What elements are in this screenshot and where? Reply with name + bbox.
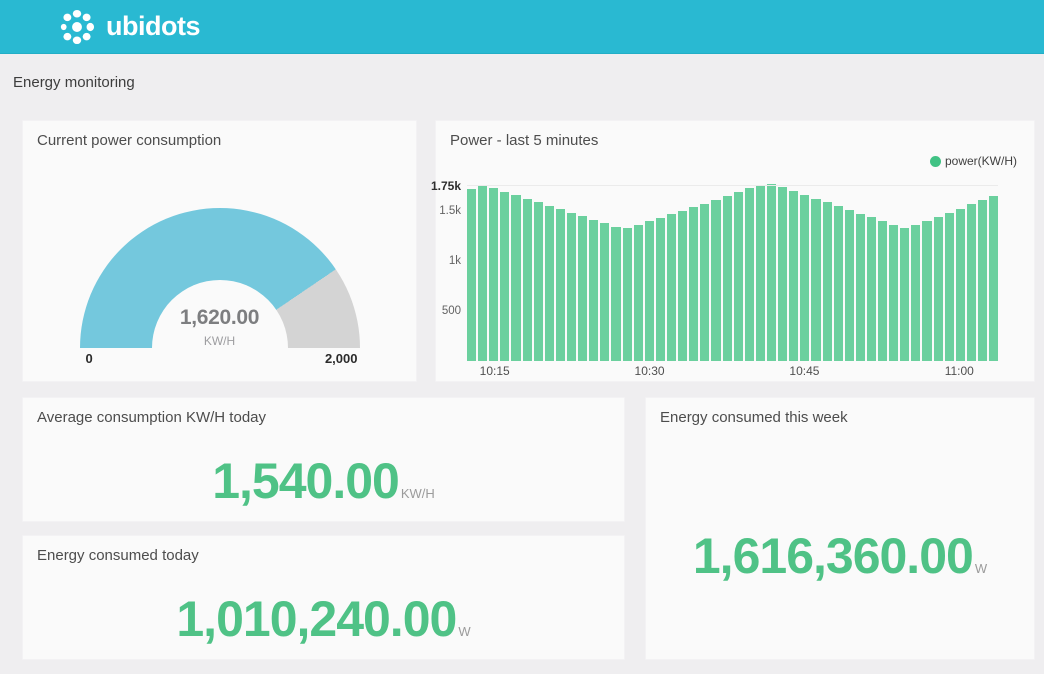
metric-unit: KW/H — [400, 485, 435, 501]
ubidots-logo[interactable]: ubidots — [55, 5, 200, 49]
bar[interactable] — [622, 227, 632, 361]
bar[interactable] — [766, 184, 777, 361]
metric-unit: W — [458, 623, 471, 639]
bar[interactable] — [878, 221, 888, 361]
metric-card-energy-today: Energy consumed today 1,010,240.00 W — [22, 535, 625, 660]
gauge-widget-title: Current power consumption — [37, 132, 222, 149]
bar[interactable] — [822, 202, 832, 361]
bar[interactable] — [533, 202, 543, 361]
bar[interactable] — [578, 216, 588, 361]
metric-unit: W — [974, 560, 988, 576]
page-title: Energy monitoring — [13, 74, 135, 91]
metric-title: Energy consumed this week — [660, 409, 848, 426]
y-tick-label: 1.75k — [430, 179, 461, 193]
bar[interactable] — [644, 221, 654, 361]
bar[interactable] — [500, 191, 510, 361]
bar[interactable] — [978, 200, 988, 361]
bar[interactable] — [522, 198, 532, 361]
gauge-unit: KW/H — [203, 334, 236, 348]
bar[interactable] — [722, 196, 732, 361]
bar[interactable] — [633, 224, 643, 361]
bar[interactable] — [989, 196, 999, 361]
x-axis-labels: 10:15 10:30 10:45 11:00 — [467, 364, 998, 382]
gauge: 1,620.00 KW/H — [79, 208, 360, 348]
metric-value: 1,540.00 — [212, 452, 400, 509]
x-tick-label: 10:45 — [789, 364, 820, 378]
bar[interactable] — [944, 213, 954, 361]
x-tick-label: 10:15 — [479, 364, 510, 378]
metric-value: 1,616,360.00 — [692, 527, 974, 584]
metric-card-energy-week: Energy consumed this week 1,616,360.00 W — [645, 397, 1035, 660]
bar[interactable] — [589, 219, 599, 361]
bar[interactable] — [711, 200, 721, 361]
bar[interactable] — [844, 209, 854, 361]
y-tick-label: 1k — [448, 255, 461, 267]
bar[interactable] — [955, 208, 965, 361]
bar[interactable] — [489, 188, 499, 361]
metric-title: Energy consumed today — [37, 547, 199, 564]
bar[interactable] — [655, 217, 665, 361]
chart-legend[interactable]: power(KW/H) — [929, 154, 1017, 168]
bar[interactable] — [778, 187, 788, 361]
bar[interactable] — [611, 226, 621, 361]
bar-chart-title: Power - last 5 minutes — [450, 132, 599, 149]
bar[interactable] — [755, 184, 765, 361]
bar[interactable] — [511, 195, 521, 361]
gauge-widget-card: Current power consumption 1,620.00 KW/H … — [22, 120, 417, 382]
brand-text: ubidots — [106, 11, 200, 41]
bar[interactable] — [700, 203, 710, 361]
bar[interactable] — [678, 210, 688, 361]
gauge-min-label: 0 — [85, 351, 93, 366]
bar[interactable] — [467, 189, 477, 361]
bar[interactable] — [689, 207, 699, 361]
bar[interactable] — [600, 223, 610, 361]
gauge-max-label: 2,000 — [324, 351, 358, 366]
app-header: ubidots — [0, 0, 1044, 54]
y-tick-label: 500 — [441, 305, 461, 317]
gauge-value: 1,620.00 — [179, 306, 260, 329]
y-tick-label: 1.5k — [439, 205, 461, 217]
bar[interactable] — [889, 224, 899, 361]
bar-chart-widget-card: Power - last 5 minutes power(KW/H) 1.75k… — [431, 120, 1035, 382]
metric-value: 1,010,240.00 — [176, 590, 457, 647]
x-tick-label: 11:00 — [944, 364, 974, 378]
legend-series-label: power(KW/H) — [944, 154, 1017, 168]
bar[interactable] — [744, 188, 754, 361]
legend-series-dot-icon — [929, 155, 941, 167]
bar[interactable] — [855, 213, 865, 361]
gridline-1750 — [467, 185, 998, 186]
bar[interactable] — [811, 198, 821, 361]
bar[interactable] — [478, 184, 488, 361]
dashboard-grid: Current power consumption 1,620.00 KW/H … — [22, 120, 1035, 660]
metric-card-average-consumption: Average consumption KW/H today 1,540.00 … — [22, 397, 625, 522]
bar[interactable] — [733, 192, 743, 361]
bar[interactable] — [566, 212, 577, 361]
bar[interactable] — [911, 224, 921, 361]
bar[interactable] — [789, 191, 799, 361]
x-tick-label: 10:30 — [634, 364, 665, 378]
bar[interactable] — [666, 214, 677, 361]
bar[interactable] — [900, 227, 910, 361]
bar[interactable] — [544, 205, 554, 361]
bar[interactable] — [833, 206, 843, 361]
bar[interactable] — [800, 194, 810, 361]
ubidots-dots-icon — [55, 5, 99, 49]
metric-title: Average consumption KW/H today — [37, 409, 267, 426]
bar[interactable] — [933, 217, 943, 361]
bar[interactable] — [555, 209, 565, 361]
bar[interactable] — [922, 221, 932, 361]
bar-chart-plot-area: 1.75k 1.5k 1k 500 — [431, 179, 999, 361]
bar-series — [467, 181, 999, 361]
bar[interactable] — [966, 204, 977, 361]
bar[interactable] — [866, 217, 877, 361]
